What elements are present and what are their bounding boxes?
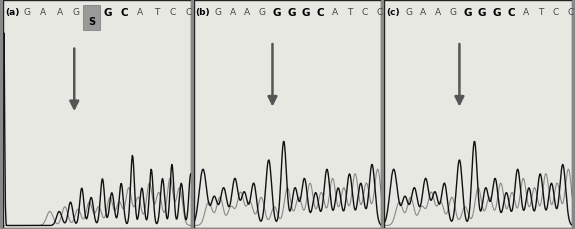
Text: S: S xyxy=(89,17,95,27)
Text: G: G xyxy=(478,8,486,18)
Text: A: A xyxy=(435,8,441,17)
Text: A: A xyxy=(137,8,143,17)
Text: G: G xyxy=(24,8,31,17)
Text: G: G xyxy=(449,8,457,17)
Bar xyxy=(3,1,191,228)
Text: A: A xyxy=(229,8,236,17)
Text: G: G xyxy=(259,8,266,17)
Text: A: A xyxy=(523,8,529,17)
Text: A: A xyxy=(56,8,63,17)
Text: T: T xyxy=(538,8,543,17)
Text: C: C xyxy=(377,8,383,17)
Text: A: A xyxy=(40,8,47,17)
Bar xyxy=(384,1,572,228)
Text: C: C xyxy=(120,8,128,18)
Text: G: G xyxy=(104,8,112,18)
Text: G: G xyxy=(405,8,412,17)
Text: T: T xyxy=(347,8,353,17)
Text: G: G xyxy=(273,8,281,18)
Text: G: G xyxy=(72,8,79,17)
Text: C: C xyxy=(170,8,176,17)
Bar xyxy=(384,1,572,228)
Text: C: C xyxy=(362,8,368,17)
Text: C: C xyxy=(553,8,559,17)
Text: A: A xyxy=(244,8,251,17)
Text: T: T xyxy=(154,8,159,17)
Bar xyxy=(194,1,381,228)
Text: C: C xyxy=(508,8,515,18)
Text: (c): (c) xyxy=(386,8,400,17)
Text: (b): (b) xyxy=(196,8,210,17)
Text: G: G xyxy=(287,8,296,18)
Bar xyxy=(194,1,381,228)
Text: A: A xyxy=(420,8,427,17)
FancyBboxPatch shape xyxy=(83,6,101,31)
Text: C: C xyxy=(567,8,573,17)
Text: C: C xyxy=(186,8,192,17)
Text: C: C xyxy=(317,8,325,18)
Text: G: G xyxy=(493,8,501,18)
Text: G: G xyxy=(214,8,221,17)
Text: G: G xyxy=(463,8,472,18)
Bar xyxy=(3,1,191,228)
Text: (a): (a) xyxy=(5,8,19,17)
Text: A: A xyxy=(332,8,339,17)
Text: G: G xyxy=(302,8,310,18)
